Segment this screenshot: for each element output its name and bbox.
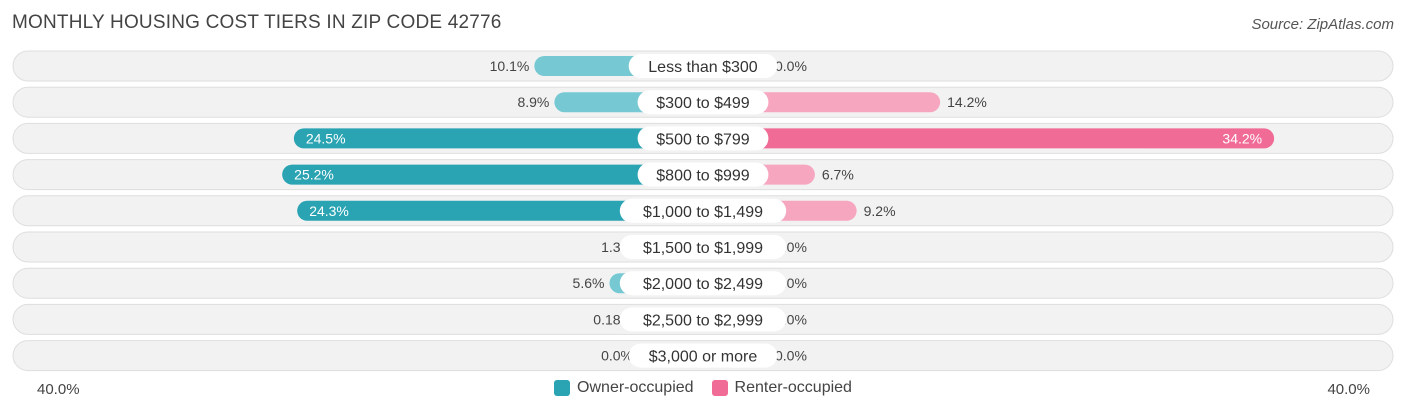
category-pill [628,343,778,368]
category-pill [637,90,769,115]
axis-left-label: 40.0% [37,381,80,398]
legend-label-owner: Owner-occupied [577,379,694,396]
category-label: $2,500 to $2,999 [643,312,763,329]
renter-value-label: 14.2% [947,94,987,110]
category-pill [628,54,778,78]
category-pill [637,126,769,151]
renter-bar [703,128,1275,149]
category-pill [619,235,787,259]
category-label: $3,000 or more [649,349,758,366]
renter-value-label: 34.2% [1222,130,1262,146]
category-pill [619,271,787,296]
category-label: $2,000 to $2,499 [643,276,763,293]
source-note: Source: ZipAtlas.com [1251,16,1394,33]
category-label: Less than $300 [648,59,758,76]
renter-value-label: 9.2% [864,203,896,219]
owner-value-label: 10.1% [490,58,530,74]
renter-value-label: 0.0% [775,58,807,74]
legend-item-renter: Renter-occupied [711,379,852,397]
legend-label-renter: Renter-occupied [734,379,852,396]
renter-value-label: 6.7% [822,167,854,183]
category-label: $1,500 to $1,999 [643,240,763,257]
renter-value-label: 0.0% [775,348,807,364]
category-pill [619,307,787,332]
category-label: $1,000 to $1,499 [643,204,763,221]
owner-bar [297,200,703,221]
owner-value-label: 24.5% [306,130,346,146]
category-pill [637,162,769,187]
legend: Owner-occupied Renter-occupied [0,379,1406,397]
owner-value-label: 5.6% [573,275,605,291]
owner-bar [282,164,703,185]
legend-swatch-owner [554,380,571,396]
category-label: $800 to $999 [656,168,750,185]
owner-value-label: 25.2% [294,167,334,183]
owner-value-label: 24.3% [309,203,349,219]
category-pill [619,198,787,223]
owner-bar [293,128,703,149]
legend-item-owner: Owner-occupied [554,379,694,397]
category-label: $300 to $499 [656,95,750,112]
chart-title: MONTHLY HOUSING COST TIERS IN ZIP CODE 4… [12,12,502,33]
category-label: $500 to $799 [656,131,750,148]
owner-value-label: 0.0% [601,348,633,364]
legend-swatch-renter [711,380,728,396]
axis-right-label: 40.0% [1327,381,1370,398]
owner-value-label: 8.9% [517,94,549,110]
